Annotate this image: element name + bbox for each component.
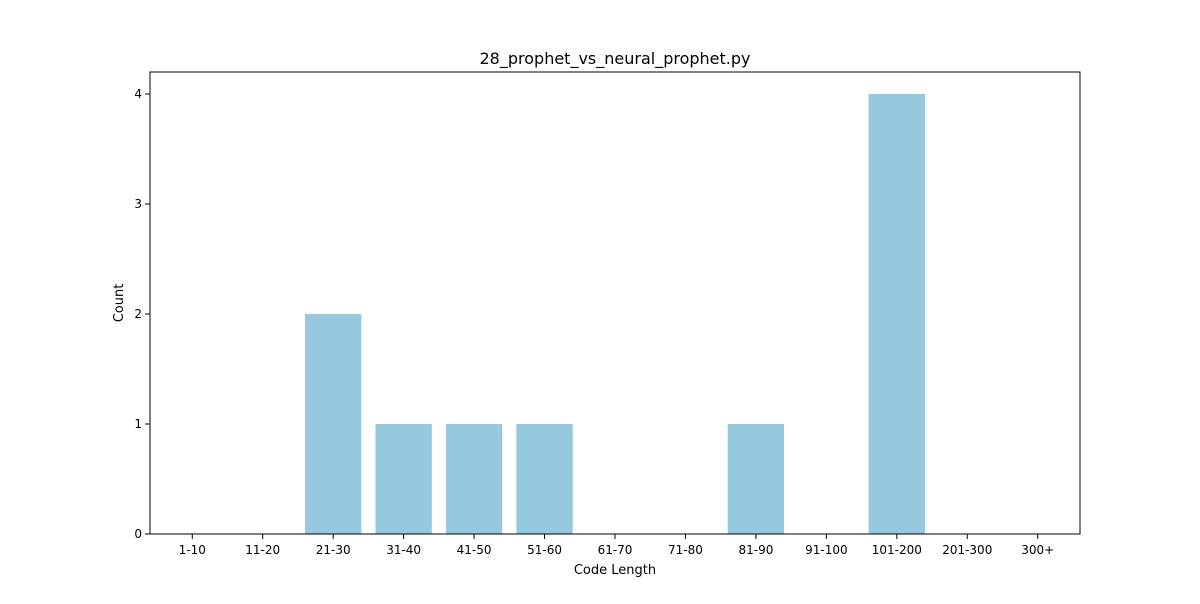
x-tick-label: 41-50: [457, 543, 492, 557]
chart-title: 28_prophet_vs_neural_prophet.py: [480, 49, 751, 69]
x-axis-label: Code Length: [574, 563, 656, 578]
bar-31-40: [375, 424, 432, 534]
x-tick-label: 300+: [1021, 543, 1054, 557]
x-tick-label: 101-200: [872, 543, 922, 557]
x-tick-label: 11-20: [245, 543, 280, 557]
x-tick-label: 31-40: [386, 543, 421, 557]
x-tick-label: 1-10: [179, 543, 206, 557]
x-tick-label: 201-300: [942, 543, 992, 557]
bars-group: [305, 94, 925, 534]
bar-21-30: [305, 314, 362, 534]
x-tick-label: 51-60: [527, 543, 562, 557]
bar-41-50: [445, 424, 503, 534]
x-axis: 1-10 11-20 21-30 31-40 41-50 51-60 61-70 71-80 8…: [179, 534, 1054, 557]
plot-frame: [149, 71, 1081, 535]
y-tick-label: 0: [134, 527, 142, 541]
y-axis-label: Count: [112, 284, 127, 323]
y-tick-label: 1: [134, 417, 142, 431]
x-tick-label: 91-100: [805, 543, 848, 557]
y-axis: 0 1 2 3 4: [134, 87, 150, 541]
y-tick-label: 2: [134, 307, 142, 321]
x-tick-label: 71-80: [668, 543, 703, 557]
x-tick-label: 81-90: [738, 543, 773, 557]
x-tick-label: 61-70: [598, 543, 633, 557]
y-tick-label: 4: [134, 87, 142, 101]
bar-81-90: [727, 424, 785, 534]
y-tick-label: 3: [134, 197, 142, 211]
x-tick-label: 21-30: [316, 543, 351, 557]
bar-51-60: [516, 424, 573, 534]
bar-101-200: [868, 94, 925, 534]
